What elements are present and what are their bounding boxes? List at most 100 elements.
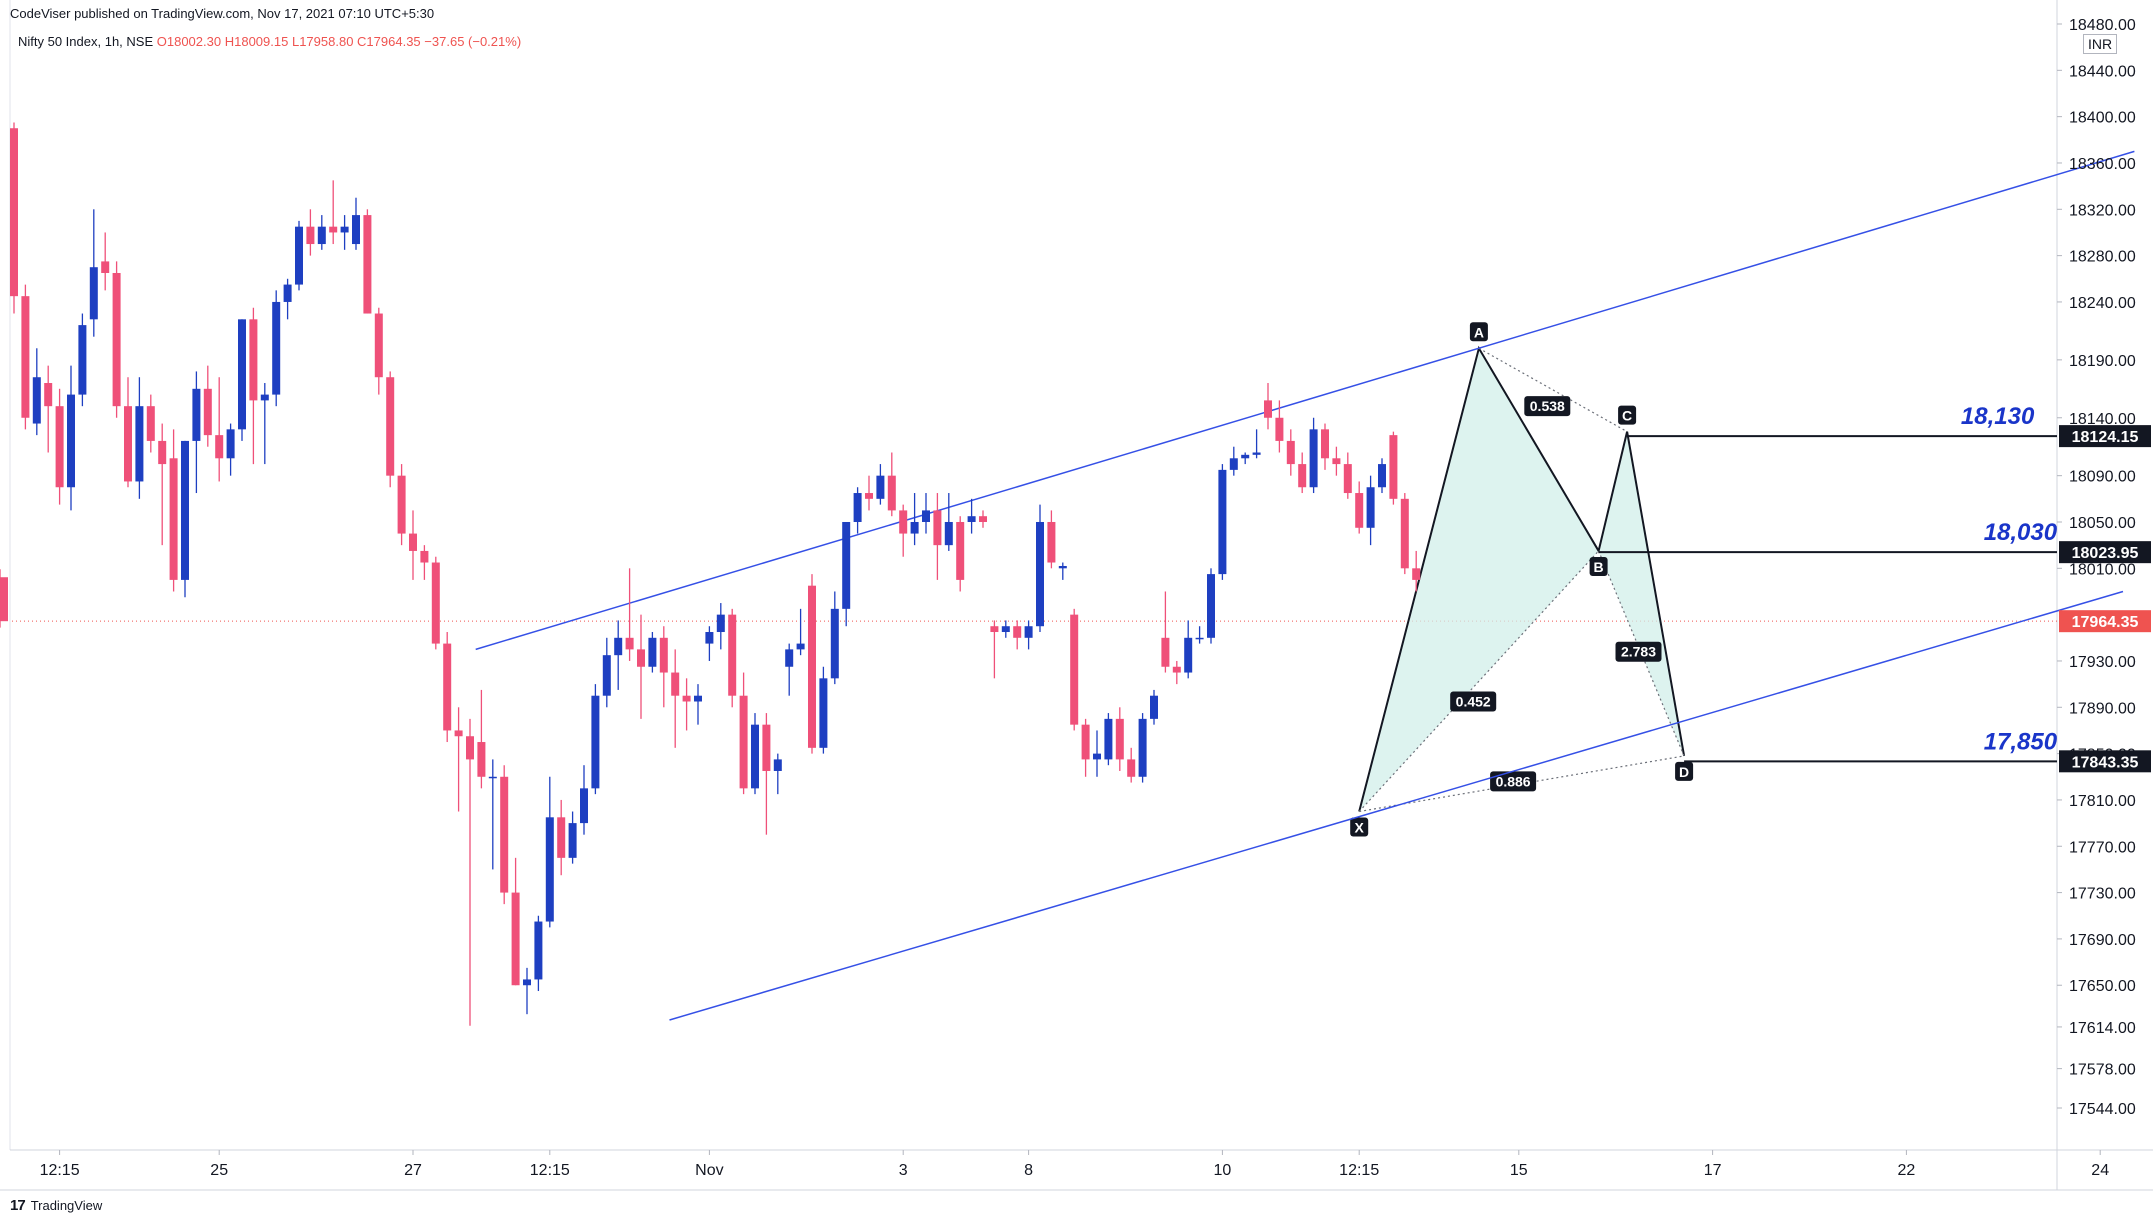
price-tick-label: 17930.00 <box>2069 654 2136 671</box>
price-axis[interactable]: 18480.00 18440.00 18400.00 18360.00 18320.00… <box>2057 17 2151 1118</box>
candle-body <box>1127 759 1136 777</box>
candle <box>682 678 691 731</box>
pattern-point-badge <box>1618 405 1637 425</box>
candle-body <box>1343 464 1352 494</box>
candle <box>899 504 908 557</box>
candle <box>591 684 600 795</box>
candle-body <box>238 319 246 430</box>
candle <box>340 215 349 250</box>
candle-body <box>10 128 18 297</box>
candle <box>956 516 965 592</box>
candle <box>55 388 64 505</box>
candle-body <box>1241 454 1250 459</box>
candle-body <box>728 614 737 696</box>
candle-body <box>272 301 281 395</box>
candle <box>1001 620 1010 638</box>
candle <box>648 632 657 673</box>
pattern-point-badge <box>1350 817 1369 837</box>
level-price-badge-17850[interactable]: 17843.35 <box>2059 750 2151 773</box>
candle-body <box>785 649 794 667</box>
price-tick-label: 18400.00 <box>2069 110 2136 127</box>
candle <box>260 383 269 465</box>
last-price-badge-bg <box>2059 610 2151 633</box>
last-price-badge[interactable]: 17964.35 <box>2059 610 2151 633</box>
candle <box>158 423 167 546</box>
pattern-ratio-badge <box>1490 771 1537 792</box>
pattern-point-c[interactable]: C <box>1618 405 1637 425</box>
candle <box>1321 423 1329 470</box>
trend-channel[interactable] <box>475 150 2135 1021</box>
candle <box>922 493 930 534</box>
pattern-ratio-label: 2.783 <box>1621 644 1656 660</box>
candle <box>101 232 110 291</box>
candle-body <box>602 655 611 696</box>
candle <box>534 915 543 992</box>
candle <box>785 643 794 696</box>
candle <box>1127 747 1136 783</box>
candle-body <box>773 759 782 771</box>
candle-body <box>226 429 235 459</box>
candle-body <box>374 313 383 378</box>
price-tick-label: 17770.00 <box>2069 839 2136 856</box>
candle-body <box>705 632 714 644</box>
level-price-badge-17850-bg <box>2059 750 2151 773</box>
pattern-point-b[interactable]: B <box>1589 556 1608 576</box>
candle <box>1389 431 1398 505</box>
time-tick-label: 25 <box>210 1162 228 1179</box>
upper-channel-line[interactable] <box>475 150 2135 651</box>
candle-body <box>260 394 269 401</box>
candle <box>215 377 224 482</box>
candle-body <box>397 475 406 534</box>
level-price-badge-17850-text: 17843.35 <box>2072 754 2139 771</box>
candle-body <box>716 614 725 633</box>
tradingview-logo-icon: 17 <box>10 1197 26 1214</box>
level-price-badge-18130[interactable]: 18124.15 <box>2059 425 2151 448</box>
candle <box>796 608 805 656</box>
currency-badge[interactable]: INR <box>2083 34 2118 54</box>
candle-body <box>454 730 463 737</box>
candle <box>1229 446 1238 476</box>
candle-body <box>557 817 566 858</box>
candle-body <box>808 585 816 748</box>
candle <box>409 510 417 580</box>
time-tick-label: 15 <box>1510 1162 1528 1179</box>
level-price-badge-18030[interactable]: 18023.95 <box>2059 541 2151 564</box>
candle <box>557 799 566 876</box>
candle-body <box>44 383 53 407</box>
candlestick-series <box>0 122 1421 1026</box>
price-tick-label: 17890.00 <box>2069 700 2136 717</box>
candle-body <box>830 608 839 679</box>
lower-channel-line[interactable] <box>669 590 2124 1021</box>
candle-body <box>899 510 908 534</box>
candle <box>568 811 577 864</box>
time-axis[interactable]: 12:15252712:15Nov381012:151517222412:152… <box>40 1150 2153 1179</box>
candle-body <box>887 475 896 511</box>
tradingview-logo[interactable]: 17 TradingView <box>10 1197 102 1214</box>
candle-body <box>637 649 645 667</box>
candle <box>386 371 395 488</box>
price-tick-label: 18050.00 <box>2069 515 2136 532</box>
symbol-legend: Nifty 50 Index, 1h, NSE O18002.30 H18009… <box>18 34 521 49</box>
candle <box>1378 458 1386 494</box>
pattern-point-x[interactable]: X <box>1350 817 1369 837</box>
price-levels[interactable]: 18,130 18,030 17,850 <box>1598 403 2058 763</box>
candle-body <box>1195 637 1204 640</box>
candle-body <box>295 226 303 285</box>
candle <box>1332 446 1341 476</box>
candle <box>1343 452 1352 499</box>
pattern-point-a[interactable]: A <box>1469 322 1488 342</box>
candle <box>762 713 771 835</box>
candle <box>1184 620 1193 679</box>
candle <box>819 666 828 754</box>
candle-body <box>1400 498 1409 569</box>
harmonic-pattern[interactable]: X A B C D 0.538 0.452 2.783 0.886 <box>1350 322 1694 837</box>
pattern-point-d[interactable]: D <box>1675 761 1694 781</box>
last-price-badge-text: 17964.35 <box>2072 614 2139 631</box>
level-text-17850: 17,850 <box>1984 728 2058 755</box>
price-tick-label: 18090.00 <box>2069 469 2136 486</box>
candle <box>1355 481 1364 534</box>
candle <box>739 672 748 795</box>
price-tick-label: 18280.00 <box>2069 249 2136 266</box>
candle-body <box>158 440 167 465</box>
